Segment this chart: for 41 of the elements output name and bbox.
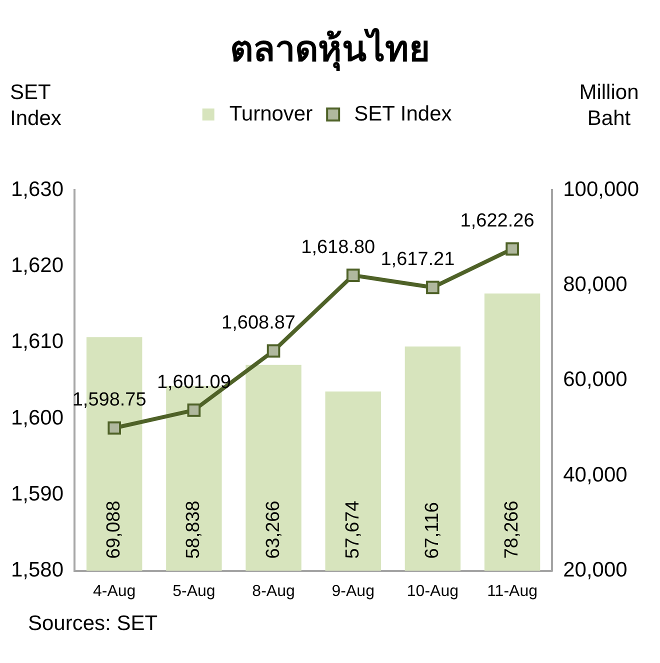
point bbox=[187, 404, 201, 417]
data-label: 78,266 bbox=[502, 500, 523, 559]
data-label: 67,116 bbox=[422, 502, 443, 559]
x-tick-label: 5-Aug bbox=[172, 582, 216, 600]
source-note: Sources: SET bbox=[27, 612, 159, 636]
data-label: 1,617.21 bbox=[380, 249, 455, 270]
legend-label: Turnover bbox=[229, 102, 313, 126]
point bbox=[346, 268, 360, 282]
legend-label: SET Index bbox=[354, 102, 452, 126]
data-label: 1,622.26 bbox=[460, 210, 534, 232]
y-tick-label: 1,620 bbox=[10, 254, 64, 277]
point bbox=[108, 421, 122, 435]
data-label: 1,598.75 bbox=[72, 390, 146, 411]
y2-tick-label: 20,000 bbox=[563, 558, 628, 582]
y-tick-label: 1,610 bbox=[10, 330, 64, 354]
y2-tick-label: 60,000 bbox=[563, 368, 628, 392]
data-label: 57,674 bbox=[342, 500, 364, 559]
chart-title: ตลาดหุ้นไทย bbox=[230, 28, 430, 69]
point bbox=[266, 344, 280, 358]
data-label: 58,838 bbox=[183, 500, 204, 559]
y-tick-label: 1,580 bbox=[10, 558, 64, 582]
y-tick-label: 1,630 bbox=[10, 178, 64, 201]
y2-tick-label: 100,000 bbox=[563, 178, 640, 201]
data-label: 1,601.09 bbox=[156, 372, 231, 393]
y-tick-label: 1,590 bbox=[10, 482, 64, 506]
x-tick-label: 4-Aug bbox=[92, 582, 136, 600]
x-tick-label: 10-Aug bbox=[406, 582, 458, 600]
point bbox=[506, 242, 519, 256]
y2-tick-label: 80,000 bbox=[563, 272, 628, 296]
x-tick-label: 8-Aug bbox=[252, 582, 295, 600]
x-tick-label: 11-Aug bbox=[487, 582, 538, 600]
y-tick-label: 1,600 bbox=[10, 406, 64, 430]
data-label: 1,618.80 bbox=[301, 237, 376, 258]
y2-tick-label: 40,000 bbox=[563, 463, 628, 486]
point bbox=[426, 280, 440, 294]
data-label: 69,088 bbox=[104, 500, 125, 559]
x-tick-label: 9-Aug bbox=[332, 582, 374, 600]
y2-axis-title: Million Baht bbox=[578, 80, 640, 132]
data-label: 1,608.87 bbox=[222, 312, 296, 334]
y-axis-title: SET Index bbox=[10, 80, 62, 132]
data-label: 63,266 bbox=[262, 500, 284, 559]
